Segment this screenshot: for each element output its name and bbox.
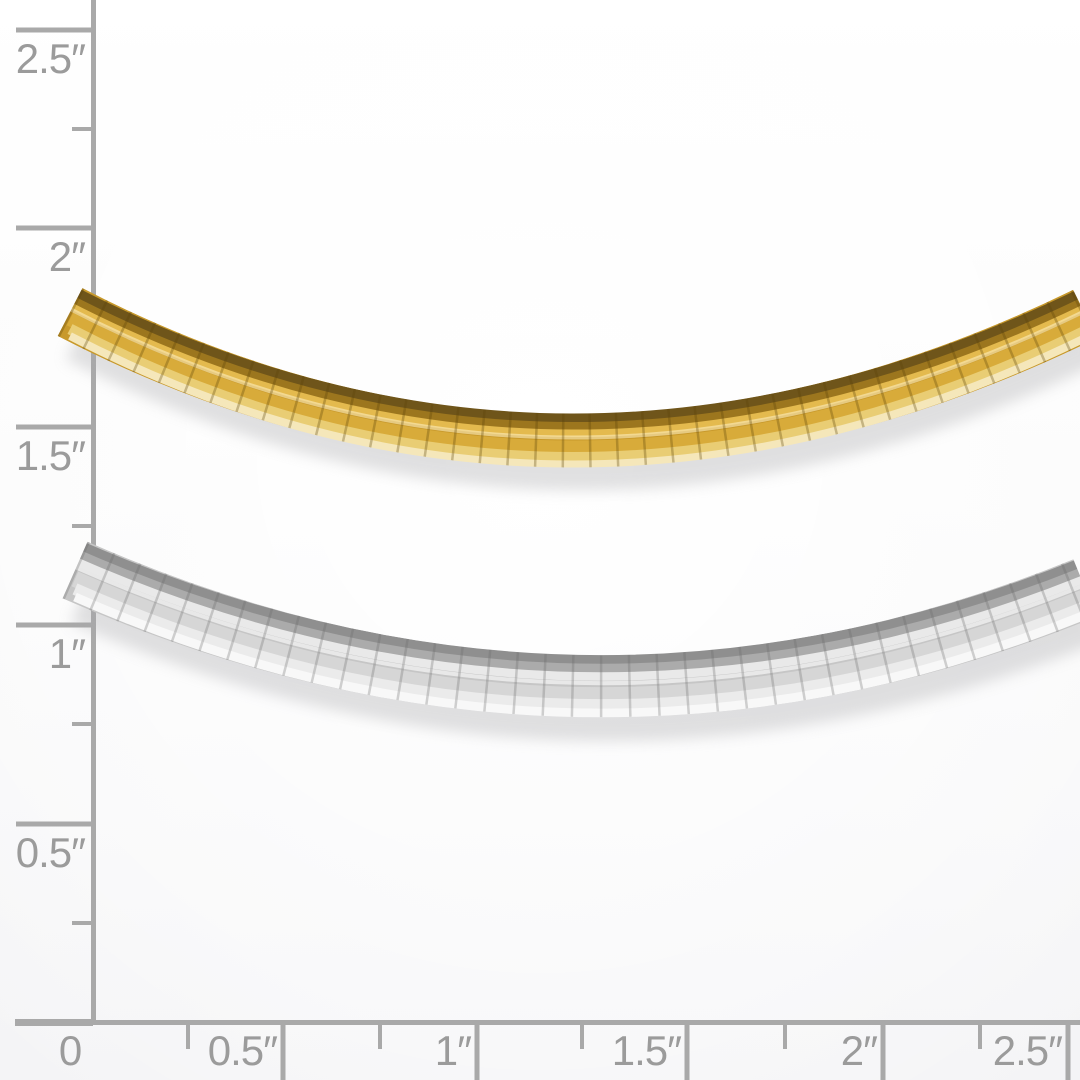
ruler-label-v-1-5in: 1.5″ bbox=[15, 432, 86, 479]
measurement-ruler bbox=[15, 0, 1080, 1080]
ruler-label-h-1in: 1″ bbox=[434, 1027, 472, 1074]
ruler-label-v-2-5in: 2.5″ bbox=[15, 35, 86, 82]
ruler-label-h-2in: 2″ bbox=[840, 1027, 878, 1074]
ruler-label-v-0-5in: 0.5″ bbox=[15, 829, 86, 876]
ruler-label-v-2in: 2″ bbox=[48, 233, 86, 280]
ruler-label-h-2-5in: 2.5″ bbox=[992, 1027, 1063, 1074]
ruler-label-h-0-5in: 0.5″ bbox=[207, 1027, 278, 1074]
ruler-label-h-1-5in: 1.5″ bbox=[611, 1027, 682, 1074]
ruler-label-h-0: 0 bbox=[58, 1027, 82, 1074]
ruler-label-v-1in: 1″ bbox=[48, 630, 86, 677]
